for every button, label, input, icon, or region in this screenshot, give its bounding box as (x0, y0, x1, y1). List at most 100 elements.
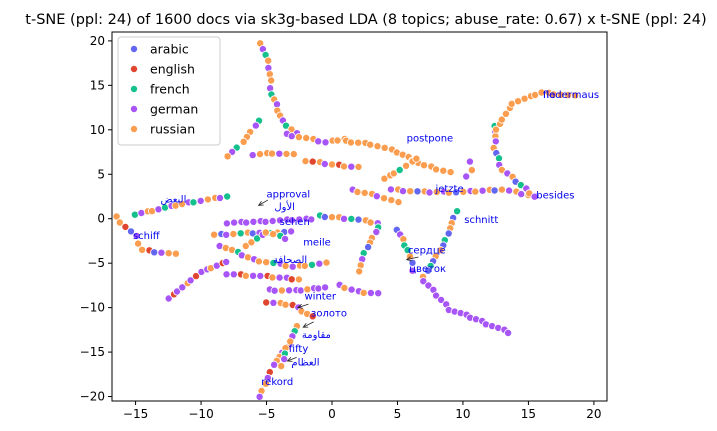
legend-marker-french (129, 85, 138, 94)
legend-marker-german (129, 105, 138, 114)
legend-label: russian (150, 122, 195, 137)
scatter-point-german (186, 276, 195, 285)
annotation-label: meile (303, 237, 331, 248)
scatter-point-french (130, 210, 139, 219)
annotation-arrowhead (405, 256, 412, 262)
annotation-label: postpone (407, 133, 454, 144)
annotation-arrowhead (297, 303, 303, 309)
y-tick-label: 15 (90, 78, 105, 92)
scatter-point-russian (261, 379, 270, 388)
annotation-label: besides (536, 190, 574, 201)
scatter-point-arabic (354, 215, 363, 224)
scatter-point-french (189, 198, 198, 207)
scatter-point-arabic (364, 243, 373, 252)
scatter-point-german (437, 295, 446, 304)
annotation-arrow (258, 199, 269, 206)
scatter-point-russian (353, 187, 362, 196)
scatter-point-russian (446, 168, 455, 177)
annotation-arrowhead (302, 322, 309, 328)
scatter-point-russian (171, 249, 180, 258)
scatter-point-russian (380, 143, 389, 152)
scatter-point-russian (402, 161, 411, 170)
scatter-point-german (230, 218, 239, 227)
legend-box (117, 36, 221, 146)
x-tick-label: 0 (328, 407, 336, 421)
scatter-point-german (491, 137, 500, 146)
scatter-point-german (372, 192, 381, 201)
scatter-point-arabic (150, 248, 159, 257)
annotation-arrow (303, 321, 314, 328)
scatter-point-french (281, 121, 290, 130)
legend-marker-arabic (129, 45, 138, 54)
scatter-point-russian (302, 133, 311, 142)
annotation-label: jetzte (434, 184, 463, 195)
x-tick-label: −5 (258, 407, 276, 421)
scatter-point-german (132, 231, 141, 240)
scatter-point-arabic (127, 227, 136, 236)
scatter-point-german (178, 283, 187, 292)
scatter-point-german (462, 172, 471, 181)
scatter-point-arabic (444, 229, 453, 238)
annotation-arrowhead (286, 357, 293, 362)
scatter-point-german (281, 234, 290, 243)
scatter-point-english (262, 298, 271, 307)
legend-label: arabic (150, 42, 189, 57)
x-tick-label: 15 (521, 407, 536, 421)
scatter-point-german (419, 277, 428, 286)
scatter-point-russian (354, 162, 363, 171)
scatter-point-german (229, 270, 238, 279)
points-layer (112, 39, 580, 401)
scatter-point-english (287, 275, 296, 284)
scatter-point-german (530, 192, 539, 201)
scatter-point-russian (255, 150, 264, 159)
annotation-label: schiff (133, 231, 161, 242)
scatter-point-german (296, 286, 305, 295)
scatter-point-french (453, 207, 462, 216)
scatter-point-french (347, 214, 356, 223)
scatter-point-german (222, 219, 231, 228)
scatter-point-arabic (490, 186, 499, 195)
annotation-label: approval (267, 189, 311, 200)
scatter-point-french (253, 234, 262, 243)
scatter-point-russian (267, 149, 276, 158)
scatter-point-german (270, 360, 279, 369)
annotation-label: schnitt (464, 215, 498, 226)
scatter-point-russian (406, 187, 415, 196)
legend-label: german (150, 102, 198, 117)
scatter-point-russian (277, 286, 286, 295)
scatter-point-german (242, 218, 251, 227)
annotation-label: مقاومة (302, 330, 331, 341)
y-tick-label: −20 (80, 390, 105, 404)
scatter-point-russian (359, 288, 368, 297)
scatter-point-russian (294, 133, 303, 142)
legend-marker-russian (129, 125, 138, 134)
scatter-point-russian (286, 337, 295, 346)
scatter-point-german (504, 328, 513, 337)
scatter-point-russian (501, 109, 510, 118)
plot-frame (111, 31, 608, 402)
annotation-arrow (406, 256, 419, 261)
scatter-point-german (347, 162, 356, 171)
annotation-label: الأول (274, 200, 295, 213)
scatter-point-german (287, 227, 296, 236)
scatter-point-russian (419, 161, 428, 170)
scatter-point-russian (436, 246, 445, 255)
scatter-point-german (222, 257, 231, 266)
scatter-point-german (248, 151, 257, 160)
scatter-point-german (222, 230, 231, 239)
scatter-point-russian (241, 241, 250, 250)
y-tick-label: −10 (80, 301, 105, 315)
annotation-label: fifty (289, 344, 309, 355)
scatter-point-german (261, 217, 270, 226)
scatter-point-german (287, 132, 296, 141)
scatter-point-german (321, 283, 330, 292)
scatter-point-russian (268, 273, 277, 282)
scatter-point-russian (239, 137, 248, 146)
scatter-point-german (255, 392, 264, 401)
scatter-point-german (386, 185, 395, 194)
scatter-point-russian (138, 245, 147, 254)
scatter-point-german (432, 291, 441, 300)
scatter-point-german (366, 288, 375, 297)
annotation-label: flo (543, 90, 555, 101)
